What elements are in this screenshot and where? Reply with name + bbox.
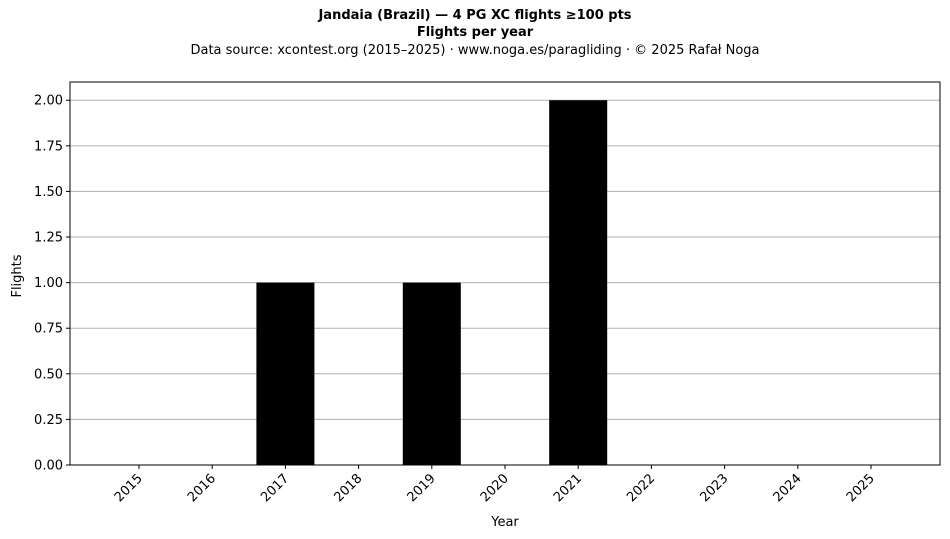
x-tick-label: 2020 [478, 471, 512, 505]
y-tick-label: 1.00 [34, 276, 63, 291]
x-tick-label: 2021 [551, 471, 585, 505]
plot-frame [69, 81, 941, 466]
y-tick-label: 0.50 [34, 367, 63, 382]
y-tick-label: 2.00 [34, 94, 63, 109]
x-tick-label: 2018 [331, 471, 365, 505]
y-tick-label: 0.75 [34, 322, 63, 337]
y-axis-ticks: 0.00 0.25 0.50 0.75 1.00 1.25 1.50 1.75 2.00 [34, 94, 70, 474]
chart-title: Jandaia (Brazil) — 4 PG XC flights ≥100 … [318, 8, 632, 23]
chart-source-line: Data source: xcontest.org (2015–2025) · … [190, 43, 760, 58]
x-tick-label: 2019 [405, 471, 439, 505]
y-tick-label: 1.75 [34, 139, 63, 154]
y-tick-label: 0.00 [34, 459, 63, 474]
y-tick-label: 0.25 [34, 413, 63, 428]
x-tick-label: 2022 [624, 471, 658, 505]
bar-2019 [402, 282, 461, 465]
grid-lines [70, 99, 940, 466]
x-axis-label: Year [490, 515, 519, 530]
x-tick-label: 2025 [844, 471, 878, 505]
bar-2017 [256, 282, 315, 465]
x-tick-label: 2016 [185, 471, 219, 505]
x-tick-label: 2023 [697, 471, 731, 505]
bar-2021 [549, 100, 608, 465]
x-axis-ticks: 2015 2016 2017 2018 2019 2020 2021 2022 2023 2024… [112, 465, 878, 505]
x-tick-label: 2017 [258, 471, 292, 505]
x-tick-label: 2015 [112, 471, 146, 505]
bars [256, 100, 608, 465]
x-tick-label: 2024 [771, 471, 805, 505]
y-axis-label: Flights [10, 254, 25, 297]
y-tick-label: 1.25 [34, 231, 63, 246]
chart-subtitle: Flights per year [416, 25, 534, 40]
y-tick-label: 1.50 [34, 185, 63, 200]
